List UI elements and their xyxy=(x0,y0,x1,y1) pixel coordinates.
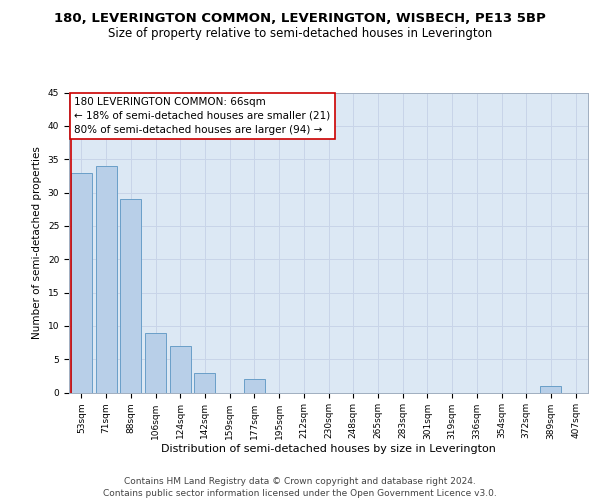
Bar xyxy=(120,199,141,392)
Y-axis label: Number of semi-detached properties: Number of semi-detached properties xyxy=(32,146,42,339)
Text: 180 LEVERINGTON COMMON: 66sqm
← 18% of semi-detached houses are smaller (21)
80%: 180 LEVERINGTON COMMON: 66sqm ← 18% of s… xyxy=(74,97,331,135)
Bar xyxy=(170,346,191,393)
Bar xyxy=(194,372,215,392)
Text: Contains HM Land Registry data © Crown copyright and database right 2024.
Contai: Contains HM Land Registry data © Crown c… xyxy=(103,476,497,498)
Bar xyxy=(244,379,265,392)
Bar xyxy=(95,166,116,392)
Text: 180, LEVERINGTON COMMON, LEVERINGTON, WISBECH, PE13 5BP: 180, LEVERINGTON COMMON, LEVERINGTON, WI… xyxy=(54,12,546,26)
Bar xyxy=(541,386,562,392)
Text: Size of property relative to semi-detached houses in Leverington: Size of property relative to semi-detach… xyxy=(108,28,492,40)
X-axis label: Distribution of semi-detached houses by size in Leverington: Distribution of semi-detached houses by … xyxy=(161,444,496,454)
Bar xyxy=(71,172,92,392)
Bar xyxy=(145,332,166,392)
